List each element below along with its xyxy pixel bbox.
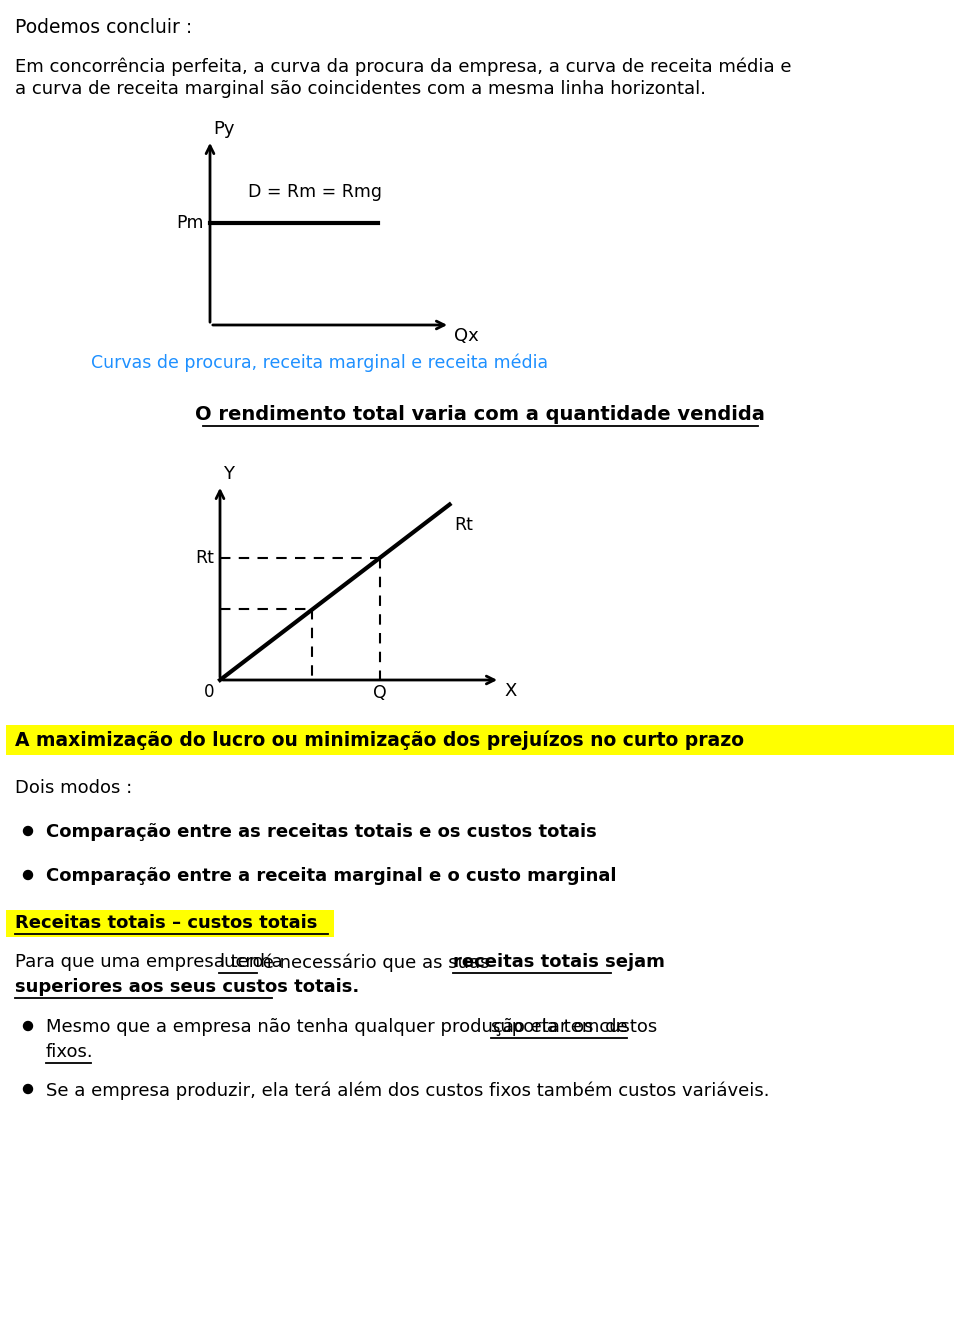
Circle shape: [23, 1022, 33, 1030]
Text: Comparação entre a receita marginal e o custo marginal: Comparação entre a receita marginal e o …: [46, 868, 616, 885]
Bar: [6, 725, 954, 755]
Text: Comparação entre as receitas totais e os custos totais: Comparação entre as receitas totais e os…: [46, 823, 597, 841]
Circle shape: [23, 1085, 33, 1093]
Circle shape: [23, 870, 33, 880]
Text: receitas totais sejam: receitas totais sejam: [453, 954, 664, 971]
Text: Podemos concluir :: Podemos concluir :: [15, 17, 192, 38]
Text: Rt: Rt: [195, 549, 214, 567]
Bar: [6, 911, 334, 937]
Text: Para que uma empresa tenha: Para que uma empresa tenha: [15, 954, 288, 971]
Circle shape: [23, 826, 33, 835]
Text: Qx: Qx: [454, 326, 479, 345]
Text: D = Rm = Rmg: D = Rm = Rmg: [248, 183, 382, 201]
Text: Q: Q: [372, 684, 387, 702]
Text: Em concorrência perfeita, a curva da procura da empresa, a curva de receita médi: Em concorrência perfeita, a curva da pro…: [15, 58, 791, 77]
Text: fixos.: fixos.: [46, 1044, 94, 1061]
Text: Py: Py: [213, 120, 234, 138]
Text: é necessário que as suas: é necessário que as suas: [256, 954, 494, 971]
Text: Curvas de procura, receita marginal e receita média: Curvas de procura, receita marginal e re…: [91, 353, 548, 372]
Text: A maximização do lucro ou minimização dos prejuízos no curto prazo: A maximização do lucro ou minimização do…: [15, 731, 744, 749]
Text: Rt: Rt: [455, 517, 473, 535]
Text: Se a empresa produzir, ela terá além dos custos fixos também custos variáveis.: Se a empresa produzir, ela terá além dos…: [46, 1081, 770, 1100]
Text: Pm: Pm: [177, 215, 204, 232]
Text: X: X: [504, 682, 516, 700]
Text: lucro: lucro: [219, 954, 263, 971]
Text: a curva de receita marginal são coincidentes com a mesma linha horizontal.: a curva de receita marginal são coincide…: [15, 81, 706, 98]
Text: O rendimento total varia com a quantidade vendida: O rendimento total varia com a quantidad…: [195, 406, 765, 424]
Text: Mesmo que a empresa não tenha qualquer produção ela tem de: Mesmo que a empresa não tenha qualquer p…: [46, 1018, 634, 1035]
Text: superiores aos seus custos totais.: superiores aos seus custos totais.: [15, 978, 359, 997]
Text: Dois modos :: Dois modos :: [15, 779, 132, 796]
Text: suportar os custos: suportar os custos: [492, 1018, 658, 1035]
Text: Y: Y: [223, 465, 234, 483]
Text: Receitas totais – custos totais: Receitas totais – custos totais: [15, 915, 318, 932]
Text: 0: 0: [204, 684, 214, 701]
